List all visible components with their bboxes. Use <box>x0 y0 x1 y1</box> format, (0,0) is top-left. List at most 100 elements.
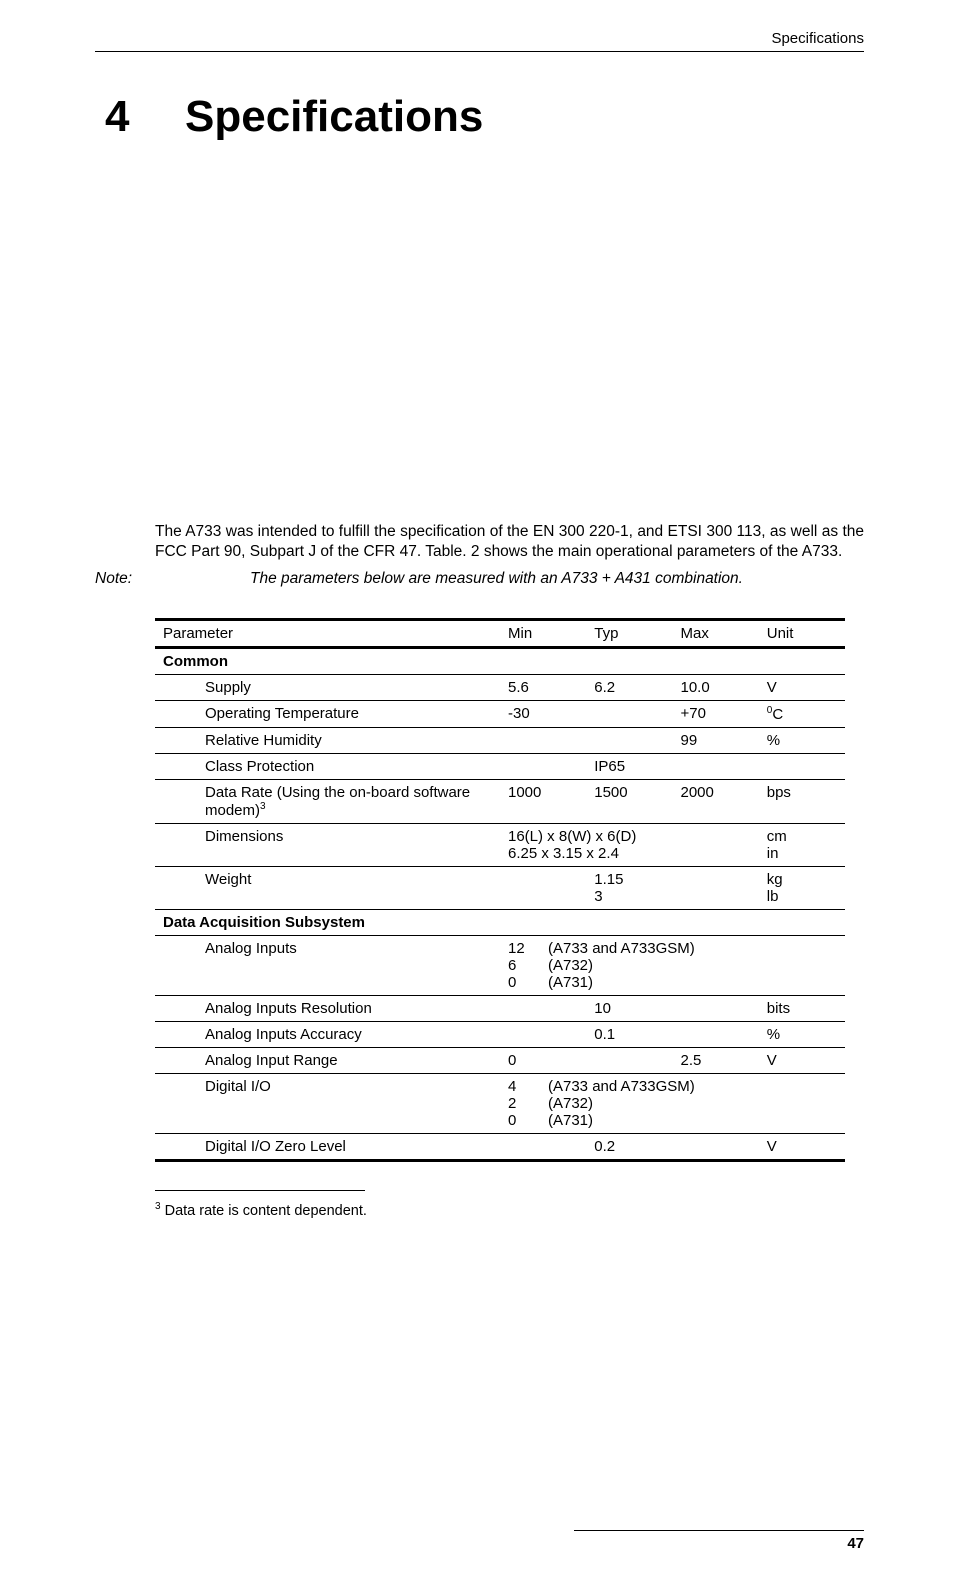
dio-n2: 2 <box>508 1095 548 1112</box>
cell-unit <box>759 1074 845 1134</box>
cell-min <box>500 1134 586 1161</box>
param-sup: 3 <box>260 801 266 812</box>
cell-typ: IP65 <box>586 754 672 780</box>
table-header-row: Parameter Min Typ Max Unit <box>155 620 845 648</box>
dio-n3: 0 <box>508 1112 548 1129</box>
dim-line2: 6.25 x 3.15 x 2.4 <box>508 845 619 862</box>
table-row: Relative Humidity 99 % <box>155 728 845 754</box>
page-header: Specifications <box>95 30 864 52</box>
cell-min: 0 <box>500 1048 586 1074</box>
cell-blank <box>500 910 586 936</box>
table-row: Analog Inputs 12(A733 and A733GSM) 6(A73… <box>155 936 845 996</box>
cell-max: +70 <box>673 701 759 728</box>
unit-line2: lb <box>767 888 779 905</box>
cell-max <box>673 867 759 910</box>
cell-typ: 1.15 3 <box>586 867 672 910</box>
ai-n1: 12 <box>508 940 548 957</box>
section-daq-label: Data Acquisition Subsystem <box>155 910 500 936</box>
dio-t1: (A733 and A733GSM) <box>548 1078 695 1095</box>
specifications-table: Parameter Min Typ Max Unit Common Supply… <box>155 618 845 1162</box>
table-row: Digital I/O Zero Level 0.2 V <box>155 1134 845 1161</box>
cell-merged: 16(L) x 8(W) x 6(D) 6.25 x 3.15 x 2.4 <box>500 824 759 867</box>
cell-param: Relative Humidity <box>155 728 500 754</box>
cell-unit: V <box>759 1134 845 1161</box>
unit-line1: cm <box>767 828 787 845</box>
table-row: Digital I/O 4(A733 and A733GSM) 2(A732) … <box>155 1074 845 1134</box>
table-row: Analog Inputs Resolution 10 bits <box>155 996 845 1022</box>
typ-line2: 3 <box>594 888 602 905</box>
section-common: Common <box>155 648 845 675</box>
cell-unit: cm in <box>759 824 845 867</box>
ai-t3: (A731) <box>548 974 593 991</box>
cell-unit <box>759 754 845 780</box>
cell-param: Digital I/O <box>155 1074 500 1134</box>
footnote: 3 Data rate is content dependent. <box>155 1201 864 1219</box>
param-text: Data Rate (Using the on-board software m… <box>205 784 470 819</box>
cell-unit: % <box>759 1022 845 1048</box>
footnote-text: Data rate is content dependent. <box>161 1203 367 1219</box>
table-row: Analog Inputs Accuracy 0.1 % <box>155 1022 845 1048</box>
note-text: The parameters below are measured with a… <box>250 570 864 588</box>
cell-param: Analog Inputs <box>155 936 500 996</box>
note-row: Note: The parameters below are measured … <box>95 570 864 588</box>
cell-unit: 0C <box>759 701 845 728</box>
cell-blank <box>673 910 759 936</box>
cell-min: -30 <box>500 701 586 728</box>
cell-unit <box>759 936 845 996</box>
cell-typ: 1500 <box>586 780 672 824</box>
cell-typ: 0.1 <box>586 1022 672 1048</box>
unit-main: C <box>772 706 783 723</box>
header-unit: Unit <box>759 620 845 648</box>
header-param: Parameter <box>155 620 500 648</box>
ai-n3: 0 <box>508 974 548 991</box>
header-min: Min <box>500 620 586 648</box>
cell-typ <box>586 728 672 754</box>
cell-param: Data Rate (Using the on-board software m… <box>155 780 500 824</box>
chapter-heading: 4Specifications <box>105 92 864 142</box>
cell-unit: bps <box>759 780 845 824</box>
cell-min <box>500 996 586 1022</box>
ai-t1: (A733 and A733GSM) <box>548 940 695 957</box>
cell-param: Analog Inputs Accuracy <box>155 1022 500 1048</box>
section-common-label: Common <box>155 648 845 675</box>
dim-line1: 16(L) x 8(W) x 6(D) <box>508 828 636 845</box>
cell-param: Analog Inputs Resolution <box>155 996 500 1022</box>
cell-blank <box>759 910 845 936</box>
cell-max <box>673 996 759 1022</box>
cell-unit: V <box>759 675 845 701</box>
cell-min <box>500 867 586 910</box>
cell-typ <box>586 1048 672 1074</box>
table-row: Weight 1.15 3 kg lb <box>155 867 845 910</box>
dio-n1: 4 <box>508 1078 548 1095</box>
cell-param: Analog Input Range <box>155 1048 500 1074</box>
table-row: Analog Input Range 0 2.5 V <box>155 1048 845 1074</box>
cell-min <box>500 754 586 780</box>
dio-t2: (A732) <box>548 1095 593 1112</box>
footer-line <box>574 1530 864 1531</box>
cell-max: 99 <box>673 728 759 754</box>
footnote-separator <box>155 1190 365 1191</box>
chapter-name: Specifications <box>185 92 483 141</box>
cell-min: 1000 <box>500 780 586 824</box>
note-label: Note: <box>95 570 250 588</box>
cell-merged: 4(A733 and A733GSM) 2(A732) 0(A731) <box>500 1074 759 1134</box>
cell-param: Dimensions <box>155 824 500 867</box>
cell-max: 10.0 <box>673 675 759 701</box>
page-number: 47 <box>847 1535 864 1552</box>
cell-param: Operating Temperature <box>155 701 500 728</box>
cell-param: Supply <box>155 675 500 701</box>
unit-line2: in <box>767 845 779 862</box>
cell-max <box>673 1134 759 1161</box>
cell-typ: 10 <box>586 996 672 1022</box>
ai-t2: (A732) <box>548 957 593 974</box>
cell-unit: V <box>759 1048 845 1074</box>
typ-line1: 1.15 <box>594 871 623 888</box>
page-footer: 47 <box>574 1530 864 1553</box>
unit-line1: kg <box>767 871 783 888</box>
header-max: Max <box>673 620 759 648</box>
table-row: Class Protection IP65 <box>155 754 845 780</box>
table-row: Data Rate (Using the on-board software m… <box>155 780 845 824</box>
cell-typ: 0.2 <box>586 1134 672 1161</box>
cell-unit: % <box>759 728 845 754</box>
intro-paragraph: The A733 was intended to fulfill the spe… <box>155 522 864 562</box>
